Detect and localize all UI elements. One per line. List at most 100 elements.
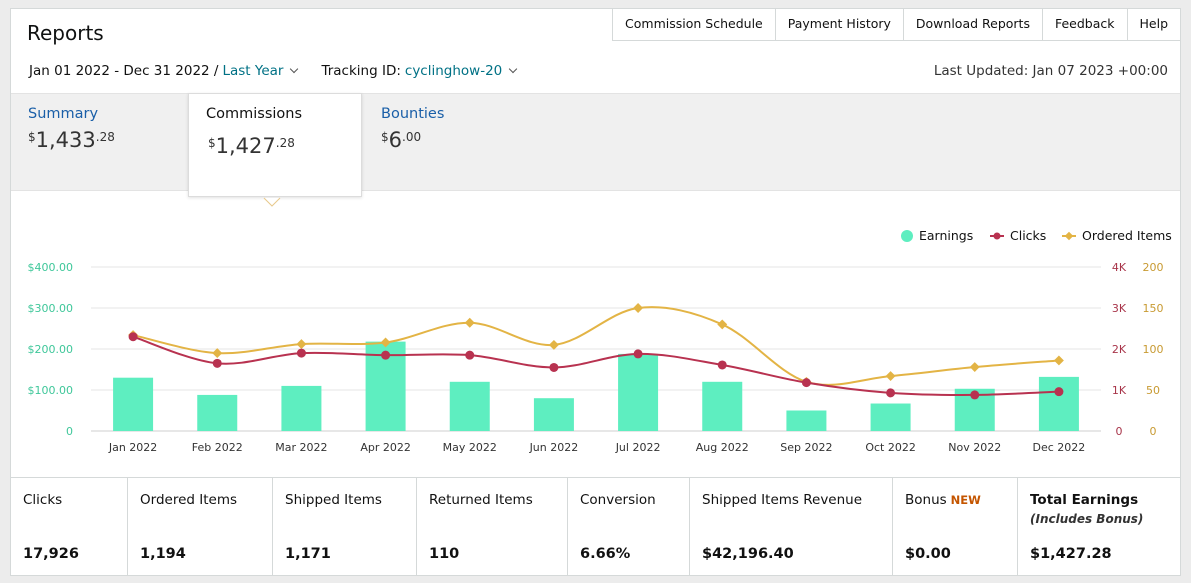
right-axis-clicks-tick: 0 — [1116, 425, 1123, 438]
x-axis-tick: May 2022 — [443, 441, 497, 454]
tab-summary-label: Summary — [28, 106, 99, 122]
ordered-items-point — [212, 348, 223, 359]
clicks-point — [381, 350, 391, 360]
help-link[interactable]: Help — [1126, 9, 1180, 41]
ordered-items-point — [548, 339, 559, 350]
tab-bounties-label: Bounties — [381, 106, 445, 122]
tab-bounties[interactable]: Bounties $6.00 — [381, 106, 444, 152]
ordered-items-point — [1053, 355, 1064, 366]
earnings-bar — [702, 381, 743, 431]
legend-ordered-swatch — [1064, 231, 1074, 241]
clicks-point — [717, 360, 727, 370]
clicks-point — [296, 348, 306, 358]
tab-bounties-amount: $6.00 — [381, 128, 422, 152]
clicks-point — [128, 332, 138, 342]
clicks-line — [132, 335, 1059, 396]
download-reports-link[interactable]: Download Reports — [902, 9, 1042, 41]
ordered-items-point — [296, 339, 307, 350]
period-dropdown[interactable]: Last Year — [222, 63, 284, 79]
left-axis-tick: $300.00 — [28, 302, 74, 315]
earnings-bar — [197, 394, 238, 431]
clicks-point — [633, 349, 643, 359]
legend-clicks-label: Clicks — [1010, 228, 1046, 243]
right-axis-ordered-tick: 100 — [1143, 343, 1164, 356]
x-axis-tick: Dec 2022 — [1033, 441, 1086, 454]
reports-panel: Reports Commission Schedule Payment Hist… — [10, 8, 1181, 576]
right-axis-ordered-tick: 200 — [1143, 261, 1164, 274]
earnings-bar — [870, 403, 911, 431]
right-axis-clicks-tick: 3K — [1112, 302, 1127, 315]
x-axis-tick: Mar 2022 — [275, 441, 327, 454]
right-axis-clicks-tick: 2K — [1112, 343, 1127, 356]
stat-returned-items: Returned Items 110 — [417, 478, 568, 575]
tab-summary[interactable]: Summary $1,433.28 — [28, 106, 115, 152]
ordered-items-point — [885, 371, 896, 382]
legend-earnings-swatch — [901, 230, 913, 242]
tab-commissions-amount: $1,427.28 — [208, 134, 295, 158]
x-axis-tick: Jan 2022 — [108, 441, 157, 454]
ordered-items-point — [633, 303, 644, 313]
ordered-items-point — [717, 319, 728, 330]
feedback-link[interactable]: Feedback — [1041, 9, 1127, 41]
clicks-point — [1054, 387, 1064, 397]
page-title: Reports — [27, 21, 104, 45]
tab-summary-amount: $1,433.28 — [28, 128, 115, 152]
clicks-point — [801, 378, 811, 388]
new-badge: NEW — [950, 493, 981, 507]
top-links: Commission Schedule Payment History Down… — [612, 9, 1180, 41]
stat-ordered-items: Ordered Items 1,194 — [128, 478, 273, 575]
ordered-items-point — [969, 362, 980, 372]
legend-earnings-label: Earnings — [919, 228, 973, 243]
stat-shipped-items: Shipped Items 1,171 — [273, 478, 417, 575]
payment-history-link[interactable]: Payment History — [774, 9, 903, 41]
x-axis-tick: Feb 2022 — [192, 441, 243, 454]
left-axis-tick: $200.00 — [28, 343, 74, 356]
left-axis-tick: $400.00 — [28, 261, 74, 274]
stat-bonus: Bonus NEW $0.00 — [893, 478, 1018, 575]
date-range-text: Jan 01 2022 - Dec 31 2022 / — [29, 63, 219, 79]
stat-conversion: Conversion 6.66% — [568, 478, 690, 575]
tab-commissions-label: Commissions — [206, 106, 303, 122]
right-axis-clicks-tick: 1K — [1112, 384, 1127, 397]
x-axis-tick: Jun 2022 — [529, 441, 579, 454]
clicks-point — [212, 358, 222, 368]
x-axis-tick: Nov 2022 — [948, 441, 1001, 454]
tracking-id-label: Tracking ID: — [321, 63, 401, 79]
earnings-bar — [1038, 376, 1079, 431]
ordered-items-line — [132, 306, 1059, 386]
earnings-bar — [449, 381, 490, 431]
stat-shipped-revenue: Shipped Items Revenue $42,196.40 — [690, 478, 893, 575]
filter-bar: Jan 01 2022 - Dec 31 2022 / Last Year Tr… — [29, 63, 518, 79]
clicks-point — [549, 362, 559, 372]
right-axis-ordered-tick: 50 — [1146, 384, 1160, 397]
x-axis-tick: Oct 2022 — [865, 441, 916, 454]
tracking-id-dropdown[interactable]: cyclinghow-20 — [404, 63, 503, 79]
earnings-bar — [281, 385, 322, 431]
right-axis-ordered-tick: 0 — [1150, 425, 1157, 438]
x-axis-tick: Aug 2022 — [696, 441, 749, 454]
active-tab-pointer-icon — [263, 197, 281, 207]
left-axis-tick: 0 — [66, 425, 73, 438]
legend-clicks-swatch — [993, 232, 1001, 240]
left-axis-tick: $100.00 — [28, 384, 74, 397]
chevron-down-icon[interactable] — [290, 64, 299, 74]
report-tabs: Summary $1,433.28 Bounties $6.00 — [11, 93, 1180, 191]
x-axis-tick: Sep 2022 — [780, 441, 832, 454]
chevron-down-icon[interactable] — [509, 64, 518, 74]
clicks-point — [886, 388, 896, 398]
earnings-bar — [786, 410, 827, 431]
legend-ordered-label: Ordered Items — [1082, 228, 1172, 243]
x-axis-tick: Jul 2022 — [615, 441, 661, 454]
commission-schedule-link[interactable]: Commission Schedule — [612, 9, 775, 41]
stats-bar: Clicks 17,926 Ordered Items 1,194 Shipped … — [11, 477, 1180, 575]
tab-commissions[interactable]: Commissions $1,427.28 — [188, 93, 362, 197]
earnings-chart: 0 0 0 $100.00 1K 50 $200.00 2K 100 $300.00 3K 150 $4… — [28, 228, 1172, 454]
right-axis-ordered-tick: 150 — [1143, 302, 1164, 315]
last-updated-text: Last Updated: Jan 07 2023 +00:00 — [933, 63, 1168, 79]
clicks-point — [465, 350, 475, 360]
earnings-bar — [618, 353, 659, 431]
clicks-point — [970, 390, 980, 400]
right-axis-clicks-tick: 4K — [1112, 261, 1127, 274]
earnings-bar — [533, 398, 574, 431]
ordered-items-point — [464, 317, 475, 328]
